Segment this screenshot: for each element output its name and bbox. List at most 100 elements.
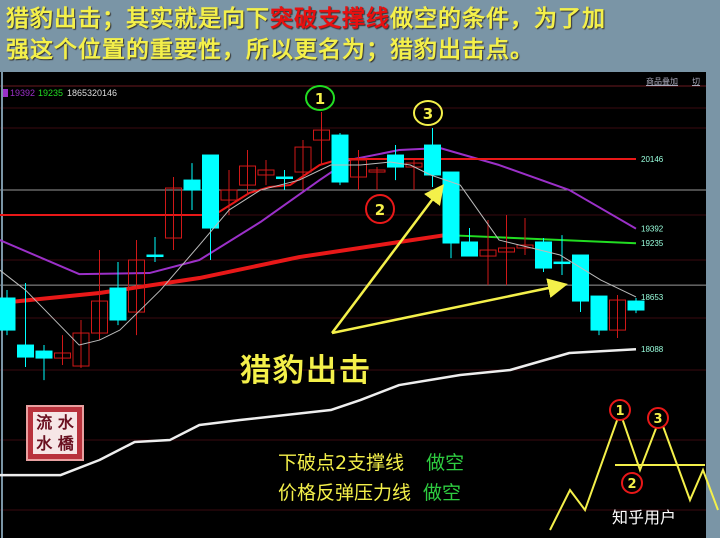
candle-body [424, 144, 441, 176]
headline-line2: 强这个位置的重要性，所以更名为；猎豹出击点。 [6, 37, 534, 63]
candle [0, 290, 16, 336]
headline-line1-end: 做空的条件，为了加 [390, 6, 606, 32]
candle [220, 169, 238, 216]
candle [54, 335, 71, 366]
candle-body [368, 169, 386, 173]
candle-body [202, 154, 219, 229]
legend-value: 19392 [10, 88, 35, 98]
headline: 猎豹出击；其实就是向下突破支撑线做空的条件，为了加 强这个位置的重要性，所以更名… [6, 4, 720, 66]
marker-circle-3 [413, 100, 443, 126]
candle [276, 169, 293, 191]
candle-body [461, 241, 478, 257]
note-resistance-action: 做空 [423, 482, 462, 504]
candle [609, 295, 626, 339]
marker-label-2: 2 [375, 201, 385, 219]
marker-circle-1 [305, 85, 335, 111]
candle-body [516, 244, 534, 249]
inset-price-path [549, 408, 719, 531]
candle [535, 238, 552, 273]
candle-body [294, 146, 312, 173]
candle [239, 150, 256, 196]
candle [627, 298, 645, 314]
candle-body [553, 261, 571, 265]
candle-body [17, 344, 34, 358]
overlay-button[interactable]: 商品叠加 [646, 77, 678, 86]
candle-body [331, 134, 349, 183]
candle [17, 283, 34, 368]
price-label: 20146 [641, 155, 664, 164]
line-white [0, 347, 637, 477]
candle [128, 240, 145, 336]
candle-body [276, 176, 293, 180]
candle-body [313, 129, 330, 141]
note-support-action: 做空 [426, 452, 465, 474]
legend-swatch [3, 89, 8, 97]
big-annotation: 猎豹出击 [240, 353, 372, 389]
candle-body [350, 159, 367, 178]
price-label: 18088 [641, 345, 664, 354]
candle [313, 112, 330, 166]
switch-button[interactable]: 切 [692, 77, 700, 86]
price-label: 18653 [641, 293, 664, 302]
candle-body [220, 189, 238, 201]
candle-body [609, 299, 626, 331]
candle [442, 171, 460, 259]
candle-body [165, 187, 182, 239]
candle [590, 295, 608, 336]
legend-value: 20146 [92, 88, 117, 98]
candle [461, 228, 478, 257]
candle [91, 250, 108, 341]
note-resistance-text: 价格反弹压力线 [278, 482, 412, 504]
candle [146, 237, 164, 263]
candle-body [479, 249, 497, 257]
inset-label: 3 [653, 412, 662, 427]
candle-body [590, 295, 608, 331]
candle-body [498, 247, 515, 253]
candle-body [535, 241, 552, 269]
candle [202, 154, 219, 261]
candle [183, 163, 201, 211]
candle [572, 254, 589, 313]
inset-circle [621, 472, 643, 494]
candle [553, 235, 571, 275]
candle-body [128, 259, 145, 313]
candle-body [54, 352, 71, 359]
marker-label-3: 3 [423, 105, 433, 123]
candle [72, 319, 90, 369]
candle-body [239, 165, 256, 186]
candle-body [146, 254, 164, 258]
candle-body [627, 300, 645, 311]
arrow-to-3 [331, 184, 445, 334]
candle-body [442, 171, 460, 244]
candle-body [91, 300, 108, 334]
legend-value: 18653 [67, 88, 92, 98]
headline-line1: 猎豹出击；其实就是向下 [6, 6, 270, 32]
candle-body [183, 179, 201, 191]
price-label: 19235 [641, 239, 664, 248]
candle-body [387, 154, 404, 168]
note-support-text: 下破点2支撑线 [278, 452, 405, 474]
candle [479, 219, 497, 286]
line-red-thick [0, 233, 446, 305]
candle-body [109, 287, 127, 321]
note-resistance: 价格反弹压力线 做空 [278, 478, 461, 505]
candle [368, 167, 386, 191]
arrow-to-resistance [331, 278, 568, 335]
marker-label-1: 1 [315, 90, 325, 108]
inset-circle [647, 407, 669, 429]
line-gray [0, 161, 637, 346]
candle [165, 177, 182, 251]
inset-label: 2 [627, 477, 636, 492]
logo-seal: 流 水水 橋 [26, 405, 84, 461]
candle [257, 160, 275, 186]
inset-label: 1 [615, 404, 624, 419]
candle [109, 262, 127, 326]
candle-body [72, 332, 90, 367]
candle-body [257, 169, 275, 176]
note-support: 下破点2支撑线 做空 [278, 448, 464, 475]
watermark: 知乎用户 [612, 508, 677, 527]
candle [35, 345, 53, 381]
line-green [445, 234, 637, 245]
headline-highlight: 突破支撑线 [270, 6, 390, 32]
candle-body [572, 254, 589, 302]
